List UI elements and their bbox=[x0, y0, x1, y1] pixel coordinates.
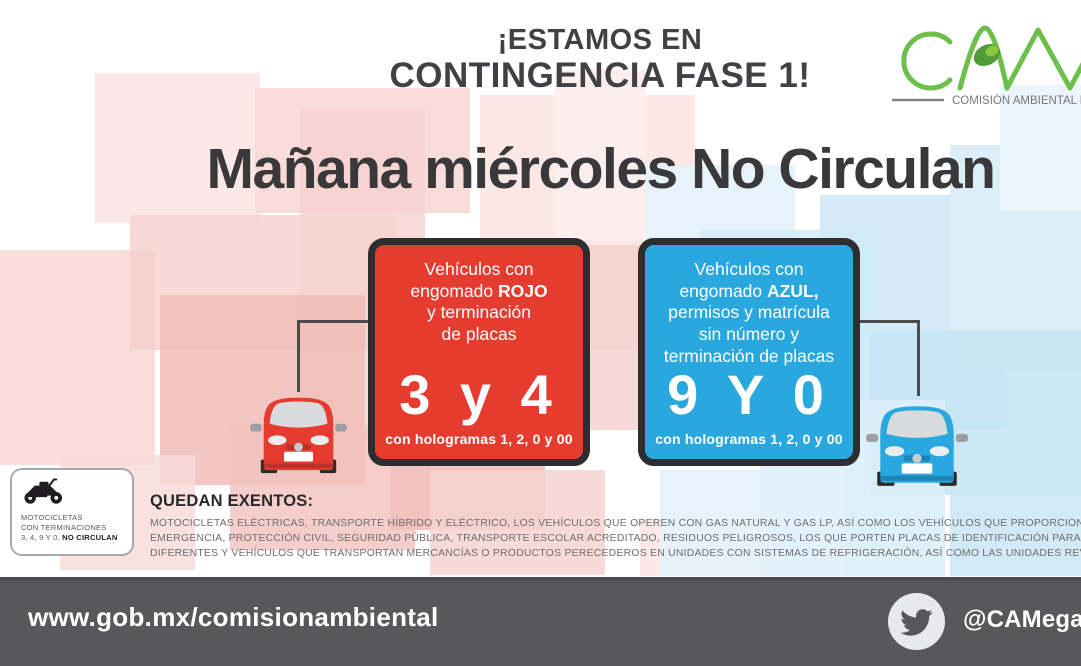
exemptions-heading: QUEDAN EXENTOS: bbox=[150, 492, 314, 510]
moto-line3: 3, 4, 9 Y 0, NO CIRCULAN bbox=[21, 533, 118, 543]
motorcycle-restriction-box: MOTOCICLETAS CON TERMINACIONES 3, 4, 9 Y… bbox=[10, 468, 134, 556]
motorcycle-restriction-text: MOTOCICLETAS CON TERMINACIONES 3, 4, 9 Y… bbox=[21, 513, 126, 543]
moto-line2: CON TERMINACIONES bbox=[21, 523, 107, 533]
red-card-holograms: con hologramas 1, 2, 0 y 00 bbox=[385, 431, 573, 447]
blue-car-icon bbox=[866, 406, 968, 486]
twitter-icon bbox=[888, 593, 945, 650]
blue-card-description: Vehículos con engomado AZUL, permisos y ma… bbox=[663, 259, 835, 366]
red-car-illustration bbox=[250, 388, 347, 480]
blue-connector-horizontal bbox=[858, 320, 920, 323]
came-logo: COMISIÓN AMBIENTAL DE LA bbox=[886, 14, 1081, 119]
exemptions-line-3: DIFERENTES Y VEHÍCULOS QUE TRANSPORTAN M… bbox=[150, 548, 1081, 560]
page-title: Mañana miércoles No Circulan bbox=[206, 137, 996, 201]
blue-sticker-card: Vehículos con engomado AZUL, permisos y ma… bbox=[638, 238, 860, 466]
blue-card-holograms: con hologramas 1, 2, 0 y 00 bbox=[655, 431, 843, 448]
red-connector-vertical bbox=[297, 320, 300, 392]
moto-line1: MOTOCICLETAS bbox=[21, 513, 83, 522]
footer-bar: www.gob.mx/comisionambiental @CAMegalopo… bbox=[0, 577, 1081, 666]
red-car-icon bbox=[250, 397, 347, 474]
banner-line1: ¡ESTAMOS EN bbox=[497, 24, 703, 56]
contingency-banner: ¡ESTAMOS EN CONTINGENCIA FASE 1! bbox=[340, 24, 860, 96]
blue-car-illustration bbox=[866, 394, 968, 495]
website-url: www.gob.mx/comisionambiental bbox=[28, 602, 439, 632]
banner-line2: CONTINGENCIA FASE 1! bbox=[389, 56, 811, 96]
red-sticker-card: Vehículos con engomado ROJO y terminación d… bbox=[368, 238, 590, 466]
came-logo-icon: COMISIÓN AMBIENTAL DE LA bbox=[892, 25, 1081, 107]
motorcycle-icon bbox=[24, 478, 63, 504]
exemptions-line-2: EMERGENCIA, PROTECCIÓN CIVIL, SEGURIDAD … bbox=[150, 533, 1081, 545]
blue-card-plate-numbers: 9 Y 0 bbox=[667, 363, 831, 427]
red-card-plate-numbers: 3 y 4 bbox=[399, 363, 559, 426]
red-connector-horizontal bbox=[297, 320, 370, 323]
twitter-handle: @CAMegalopolis bbox=[963, 606, 1081, 633]
exemptions-section: QUEDAN EXENTOS: MOTOCICLETAS ELÉCTRICAS,… bbox=[150, 492, 1081, 562]
exemptions-line-1: MOTOCICLETAS ELÉCTRICAS, TRANSPORTE HÍBR… bbox=[150, 518, 1081, 529]
blue-connector-vertical bbox=[917, 320, 920, 396]
red-card-description: Vehículos con engomado ROJO y terminación d… bbox=[410, 259, 548, 345]
came-logo-caption: COMISIÓN AMBIENTAL DE LA bbox=[952, 94, 1081, 107]
